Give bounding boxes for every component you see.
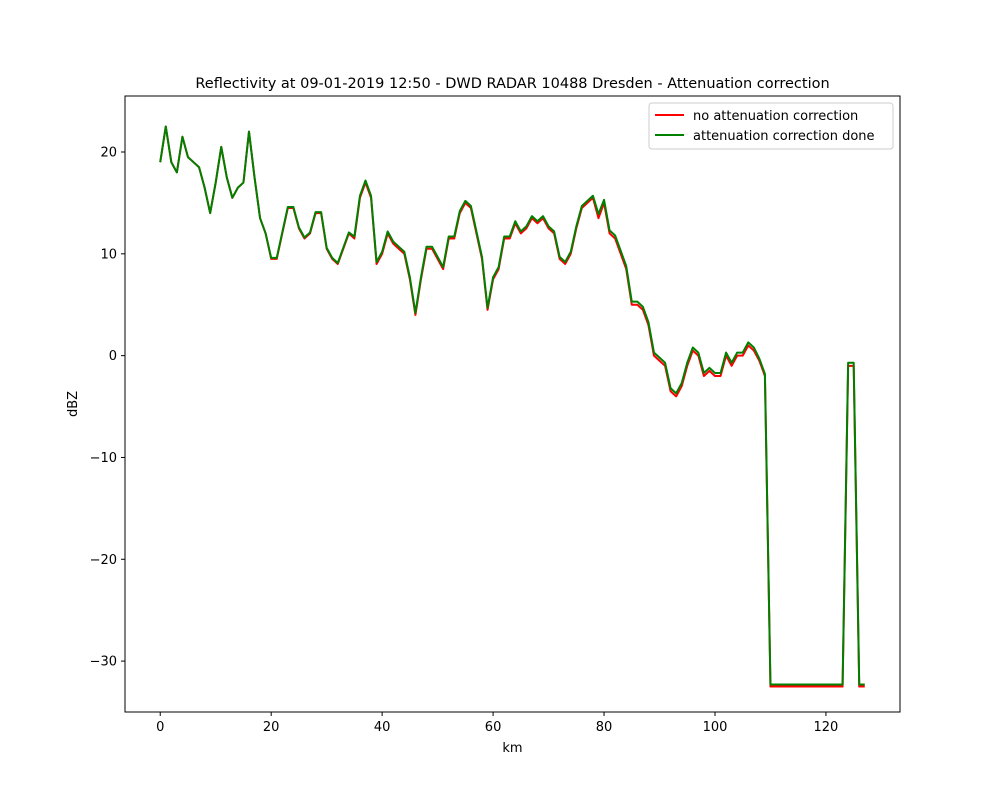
plot-area bbox=[159, 125, 865, 688]
x-tick-label: 60 bbox=[485, 720, 502, 735]
chart-title: Reflectivity at 09-01-2019 12:50 - DWD R… bbox=[195, 76, 829, 92]
legend: no attenuation correction attenuation co… bbox=[648, 102, 894, 150]
y-tick-label: 10 bbox=[100, 247, 117, 262]
x-tick-label: 120 bbox=[814, 720, 839, 735]
x-tick-label: 20 bbox=[263, 720, 280, 735]
series-line-0 bbox=[159, 125, 865, 688]
legend-box bbox=[648, 102, 894, 150]
y-tick-label: 0 bbox=[109, 349, 117, 364]
x-axis: 0 20 40 60 80 100 120 bbox=[156, 712, 838, 735]
plot-frame bbox=[124, 95, 901, 713]
x-tick-label: 80 bbox=[596, 720, 613, 735]
y-tick-label: −10 bbox=[90, 451, 117, 466]
y-axis-label: dBZ bbox=[66, 391, 81, 417]
legend-label-correction-done: attenuation correction done bbox=[693, 129, 875, 144]
series-line-1 bbox=[159, 125, 865, 686]
y-tick-label: 20 bbox=[100, 146, 117, 161]
x-tick-label: 100 bbox=[703, 720, 728, 735]
y-axis: −30 −20 −10 0 10 20 bbox=[90, 146, 125, 670]
x-axis-label: km bbox=[502, 741, 522, 756]
y-tick-label: −30 bbox=[90, 655, 117, 670]
legend-label-no-correction: no attenuation correction bbox=[693, 109, 858, 124]
x-tick-label: 0 bbox=[156, 720, 164, 735]
y-tick-label: −20 bbox=[90, 553, 117, 568]
x-tick-label: 40 bbox=[374, 720, 391, 735]
